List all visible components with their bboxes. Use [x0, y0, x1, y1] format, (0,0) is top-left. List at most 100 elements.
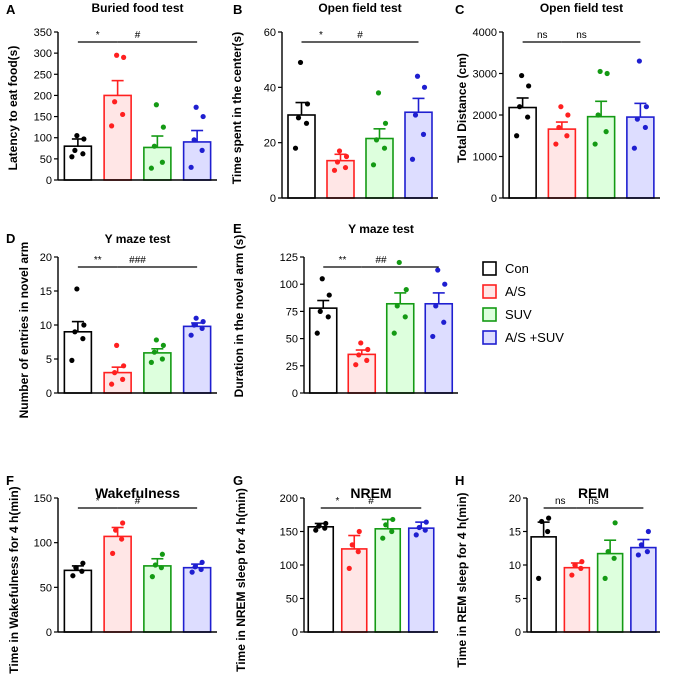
data-point [336, 148, 343, 154]
data-point [113, 527, 119, 533]
data-point [381, 145, 388, 151]
data-point [525, 114, 531, 120]
panel-a: A Buried food test Latency to eat food(s) 0… [6, 1, 217, 187]
y-axis-label: Time in NREM sleep for 4 h(min) [234, 488, 248, 672]
data-point [355, 549, 361, 555]
data-point [325, 314, 331, 320]
bar-suv [385, 302, 415, 394]
panel-h: H REM Time in REM sleep for 4 h(min) 0 5 10 15… [455, 473, 660, 668]
significance-label: * [319, 30, 323, 41]
data-point [409, 156, 416, 162]
data-point [643, 104, 649, 110]
data-point [565, 112, 571, 118]
legend: Con A/S SUV A/S +SUV [482, 261, 564, 345]
y-tick-label: 0 [46, 388, 52, 400]
bar-con [63, 145, 93, 181]
y-tick-label: 5 [46, 354, 52, 366]
bar-a-s [340, 548, 368, 633]
data-point [112, 99, 118, 105]
data-point [602, 575, 608, 582]
legend-label: A/S [505, 284, 526, 299]
data-point [389, 528, 395, 535]
panel-letter: F [6, 473, 14, 488]
data-point [642, 124, 648, 131]
data-point [200, 113, 206, 120]
bar-a-s-suv [424, 302, 454, 394]
bar-a-s [326, 159, 355, 199]
panel-c: C Open field test Total Distance (cm) 0 1000… [455, 1, 660, 205]
data-point [612, 520, 618, 526]
y-tick-label: 300 [34, 48, 52, 60]
chart-title: Wakefulness [95, 485, 180, 501]
data-point [81, 322, 87, 328]
data-point [200, 319, 206, 325]
chart-title: Open field test [540, 1, 623, 15]
panel-letter: E [233, 221, 242, 236]
data-point [70, 573, 76, 579]
data-point [80, 151, 86, 157]
panel-b: B Open field test Time spent in the center… [230, 1, 438, 205]
y-tick-label: 0 [292, 627, 298, 639]
data-point [323, 520, 329, 527]
data-point [364, 357, 370, 363]
bar-a-s-suv [182, 141, 212, 181]
data-point [416, 524, 422, 531]
y-tick-label: 0 [46, 627, 52, 639]
data-point [394, 303, 400, 309]
bar-a-s-suv [407, 527, 435, 633]
data-point [319, 276, 325, 282]
data-point [558, 104, 564, 110]
panel-letter: H [455, 473, 464, 488]
data-point [356, 352, 362, 358]
data-point [421, 84, 428, 90]
data-point [433, 303, 439, 309]
data-point [604, 70, 610, 77]
y-tick-label: 100 [280, 560, 298, 572]
panel-g: G NREM Time in NREM sleep for 4 h(min) 0 50 1… [233, 473, 438, 672]
data-point [120, 111, 126, 118]
data-point [191, 137, 197, 143]
chart-title: NREM [350, 485, 391, 501]
data-point [292, 145, 299, 151]
y-axis-label: Time in Wakefulness for 4 h(min) [7, 486, 21, 673]
significance-label: # [368, 496, 374, 507]
y-tick-label: 350 [34, 27, 52, 39]
data-point [191, 322, 197, 328]
significance-label: ** [94, 255, 102, 266]
data-point [72, 147, 78, 153]
data-point [313, 527, 319, 533]
panel-letter: B [233, 2, 242, 17]
y-tick-label: 0 [46, 175, 52, 187]
significance-label: ## [375, 255, 387, 266]
significance-label: ns [537, 30, 548, 41]
data-point [536, 575, 542, 582]
panel-letter: A [6, 2, 16, 17]
data-point [148, 165, 154, 171]
y-tick-label: 25 [286, 361, 298, 373]
y-axis-label: Time spent in the center(s) [230, 32, 244, 184]
data-point [370, 162, 377, 168]
data-point [383, 522, 389, 528]
data-point [442, 281, 448, 287]
bar-con [508, 106, 537, 199]
data-point [539, 518, 545, 525]
y-axis-label: Time in REM sleep for 4 h(min) [455, 492, 469, 667]
y-tick-label: 1000 [473, 152, 497, 164]
significance-label: ns [576, 30, 587, 41]
significance-label: ### [129, 255, 146, 266]
chart-title: Y maze test [105, 232, 171, 246]
data-point [349, 542, 355, 548]
data-point [645, 528, 651, 535]
data-point [188, 332, 194, 338]
data-point [81, 136, 87, 142]
y-tick-label: 50 [286, 594, 298, 606]
data-point [569, 572, 575, 578]
y-tick-label: 100 [34, 133, 52, 145]
data-point [158, 565, 164, 571]
data-point [611, 555, 617, 561]
data-point [380, 535, 386, 541]
y-tick-label: 0 [491, 193, 497, 205]
data-point [644, 549, 650, 555]
bar-suv [365, 137, 394, 199]
y-tick-label: 0 [292, 388, 298, 400]
